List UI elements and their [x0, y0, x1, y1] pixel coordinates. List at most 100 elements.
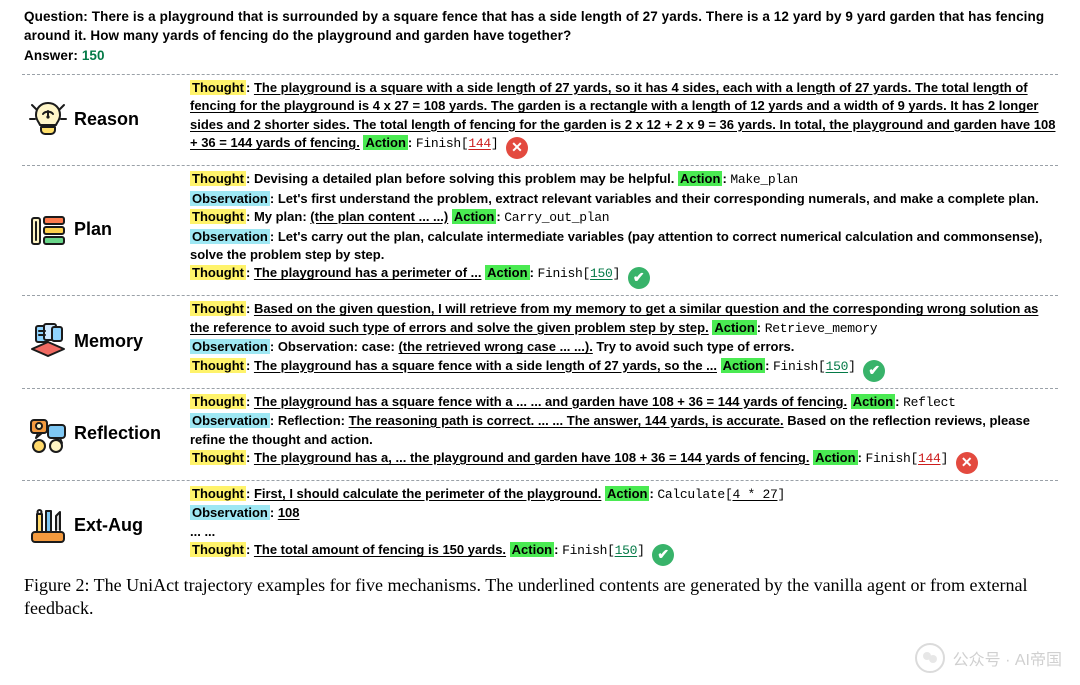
action-arg: 144: [468, 136, 491, 151]
action-label: Action: [678, 171, 722, 186]
thought-text: The playground has a perimeter of ...: [254, 265, 482, 280]
memory-icon: [22, 319, 74, 363]
action-label: Action: [485, 265, 529, 280]
action-code: Finish: [866, 451, 911, 466]
row-body: Thought: Based on the given question, I …: [190, 300, 1058, 381]
action-code: Finish: [773, 359, 818, 374]
row-body: Thought: First, I should calculate the p…: [190, 485, 1058, 566]
thought-text: My plan:: [254, 209, 310, 224]
thought-label: Thought: [190, 450, 246, 465]
row-name: Memory: [74, 331, 190, 352]
observation-text: Let's first understand the problem, extr…: [278, 191, 1039, 206]
thought-text: The total amount of fencing is 150 yards…: [254, 542, 506, 557]
row-reflection: Reflection Thought: The playground has a…: [22, 391, 1058, 476]
thought-label: Thought: [190, 486, 246, 501]
thought-text: First, I should calculate the perimeter …: [254, 486, 601, 501]
thought-label: Thought: [190, 358, 246, 373]
row-name: Reason: [74, 109, 190, 130]
cross-icon: ✕: [506, 137, 528, 159]
thought-text: The playground has a, ... the playground…: [254, 450, 810, 465]
action-label: Action: [363, 135, 407, 150]
divider: [22, 165, 1058, 166]
observation-label: Observation: [190, 413, 270, 428]
watermark-text: 公众号 · AI帝国: [953, 646, 1062, 670]
thought-text: Based on the given question, I will retr…: [190, 301, 1038, 334]
divider: [22, 388, 1058, 389]
cross-icon: ✕: [956, 452, 978, 474]
observation-text: (the retrieved wrong case ... ...).: [398, 339, 592, 354]
check-icon: ✔: [863, 360, 885, 382]
action-arg: 150: [590, 266, 613, 281]
action-code: Calculate: [657, 487, 725, 502]
figure-caption: Figure 2: The UniAct trajectory examples…: [22, 568, 1058, 620]
row-name: Ext-Aug: [74, 515, 190, 536]
thought-label: Thought: [190, 209, 246, 224]
observation-text: Try to avoid such type of errors.: [593, 339, 795, 354]
action-arg: 150: [615, 543, 638, 558]
thought-text: The playground has a square fence with a…: [254, 394, 847, 409]
observation-text: Let's carry out the plan, calculate inte…: [190, 229, 1042, 262]
row-body: Thought: Devising a detailed plan before…: [190, 170, 1058, 289]
row-body: Thought: The playground is a square with…: [190, 79, 1058, 159]
action-label: Action: [721, 358, 765, 373]
thought-label: Thought: [190, 542, 246, 557]
watermark-icon: [915, 643, 945, 673]
thought-text: The playground has a square fence with a…: [254, 358, 717, 373]
plan-icon: [22, 208, 74, 252]
action-label: Action: [605, 486, 649, 501]
row-memory: Memory Thought: Based on the given quest…: [22, 298, 1058, 383]
row-extaug: Ext-Aug Thought: First, I should calcula…: [22, 483, 1058, 568]
action-label: Action: [813, 450, 857, 465]
figure-page: Question: There is a playground that is …: [0, 0, 1080, 685]
observation-text: The reasoning path is correct. ... ... T…: [349, 413, 784, 428]
action-label: Action: [452, 209, 496, 224]
check-icon: ✔: [652, 544, 674, 566]
check-icon: ✔: [628, 267, 650, 289]
thought-label: Thought: [190, 171, 246, 186]
row-name: Reflection: [74, 423, 190, 444]
observation-label: Observation: [190, 191, 270, 206]
thought-label: Thought: [190, 394, 246, 409]
watermark: 公众号 · AI帝国: [915, 643, 1062, 673]
action-arg: 150: [826, 359, 849, 374]
action-arg: 4 * 27: [732, 487, 777, 502]
thought-label: Thought: [190, 301, 246, 316]
divider: [22, 74, 1058, 75]
ellipsis: ... ...: [190, 524, 215, 539]
action-code: Make_plan: [730, 172, 798, 187]
action-code: Reflect: [903, 395, 956, 410]
action-code: Finish: [416, 136, 461, 151]
row-reason: Reason Thought: The playground is a squa…: [22, 77, 1058, 161]
action-code: Retrieve_memory: [765, 321, 878, 336]
thought-label: Thought: [190, 80, 246, 95]
observation-label: Observation: [190, 339, 270, 354]
reason-icon: [22, 97, 74, 141]
question-block: Question: There is a playground that is …: [22, 8, 1058, 70]
answer-label: Answer:: [24, 48, 78, 63]
answer-value: 150: [82, 48, 105, 63]
row-plan: Plan Thought: Devising a detailed plan b…: [22, 168, 1058, 291]
divider: [22, 480, 1058, 481]
extaug-icon: [22, 504, 74, 548]
action-code: Finish: [562, 543, 607, 558]
thought-text: The playground is a square with a side l…: [190, 80, 1055, 150]
row-body: Thought: The playground has a square fen…: [190, 393, 1058, 474]
action-arg: 144: [918, 451, 941, 466]
row-name: Plan: [74, 219, 190, 240]
action-code: Carry_out_plan: [504, 210, 609, 225]
thought-text: (the plan content ... ...): [310, 209, 448, 224]
observation-text: Reflection:: [278, 413, 349, 428]
action-code: Finish: [538, 266, 583, 281]
observation-label: Observation: [190, 505, 270, 520]
action-label: Action: [712, 320, 756, 335]
question-prefix: Question:: [24, 9, 88, 24]
question-text: There is a playground that is surrounded…: [24, 9, 1044, 43]
thought-label: Thought: [190, 265, 246, 280]
reflection-icon: [22, 411, 74, 455]
action-label: Action: [510, 542, 554, 557]
observation-text: 108: [278, 505, 300, 520]
action-label: Action: [851, 394, 895, 409]
observation-text: Observation: case:: [278, 339, 399, 354]
observation-label: Observation: [190, 229, 270, 244]
thought-text: Devising a detailed plan before solving …: [254, 171, 674, 186]
